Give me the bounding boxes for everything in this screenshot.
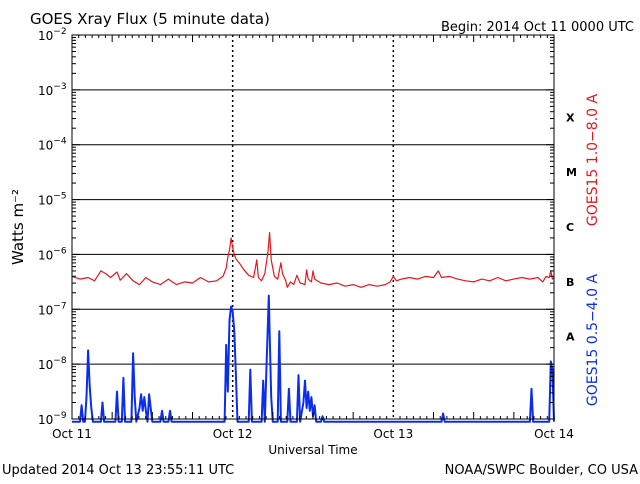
y-tick-exponent: −4 [53, 137, 67, 147]
y-tick-label: 10−8 [38, 356, 67, 372]
flare-class-b: B [566, 276, 574, 289]
x-tick-label: Oct 13 [373, 427, 413, 441]
x-tick-label: Oct 11 [52, 427, 92, 441]
flare-class-a: A [566, 331, 575, 344]
y-tick-label: 10−6 [38, 246, 67, 262]
updated-timestamp: Updated 2014 Oct 13 23:55:11 UTC [2, 463, 234, 478]
y-tick-label: 10−5 [38, 192, 67, 208]
flare-class-labels: A B C M X [566, 111, 577, 343]
series-short-channel-line [72, 294, 555, 423]
x-tick-label: Oct 12 [213, 427, 253, 441]
y-tick-labels: 10−9 10−8 10−7 10−6 10−5 10−4 10−3 10−2 [38, 27, 554, 427]
x-tick-labels: Oct 11 Oct 12 Oct 13 Oct 14 [52, 35, 574, 441]
flare-class-m: M [566, 166, 577, 179]
flare-class-x: X [566, 111, 575, 124]
legend-short-channel: GOES15 0.5−4.0 A [585, 274, 601, 407]
y-tick-exponent: −8 [53, 356, 67, 366]
x-tick-label: Oct 14 [534, 427, 574, 441]
y-tick-label: 10−3 [38, 82, 67, 98]
x-axis-label: Universal Time [268, 443, 357, 457]
y-tick-exponent: −2 [53, 27, 66, 37]
y-axis-label: Watts m⁻² [9, 189, 27, 265]
y-tick-label: 10−2 [38, 27, 67, 43]
y-tick-exponent: −5 [53, 192, 66, 202]
y-tick-exponent: −3 [53, 82, 66, 92]
y-tick-label: 10−4 [38, 137, 67, 153]
plot-frame [71, 34, 555, 420]
legend-long-channel: GOES15 1.0−8.0 A [585, 94, 601, 227]
series-long-channel-line [71, 231, 555, 288]
series-group [71, 231, 555, 423]
y-tick-label: 10−7 [38, 301, 67, 317]
grid [72, 35, 554, 419]
y-tick-label: 10−9 [38, 411, 67, 427]
chart-title: GOES Xray Flux (5 minute data) [30, 10, 270, 28]
credit-text: NOAA/SWPC Boulder, CO USA [445, 463, 638, 478]
y-tick-exponent: −7 [53, 301, 66, 311]
y-tick-exponent: −6 [53, 246, 67, 256]
begin-time: Begin: 2014 Oct 11 0000 UTC [441, 20, 634, 35]
flare-class-c: C [566, 221, 574, 234]
y-tick-exponent: −9 [53, 411, 67, 421]
